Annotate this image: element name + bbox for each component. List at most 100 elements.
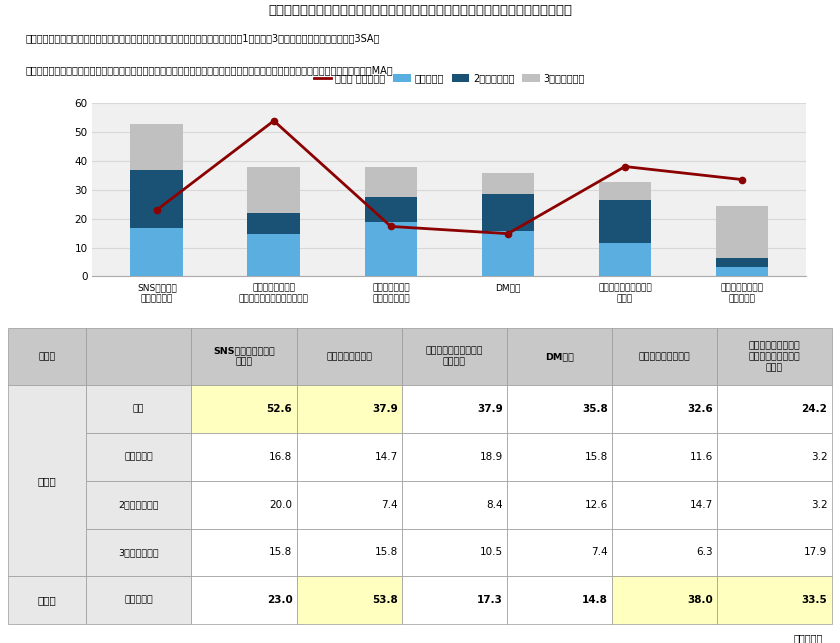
Bar (248, 167, 300, 213)
Text: 6.3: 6.3 (696, 547, 713, 557)
Text: ファッション情報サ
イトへの露出（広告
含む）: ファッション情報サ イトへの露出（広告 含む） (748, 341, 801, 372)
Bar (481, 173, 534, 194)
Text: 全体スコア: 全体スコア (124, 596, 153, 605)
Text: 合計: 合計 (133, 404, 144, 413)
Text: 18.9: 18.9 (480, 452, 503, 462)
Bar (507, 529, 612, 576)
Text: 24.2: 24.2 (801, 404, 827, 414)
Bar (297, 481, 402, 529)
Bar (8, 576, 87, 624)
Bar (297, 529, 402, 576)
Bar (716, 258, 769, 267)
Bar (297, 576, 402, 624)
Bar (612, 529, 717, 576)
Bar (192, 433, 297, 481)
Legend: 消費者 全体スコア, 最も効果的, 2番目に効果的, 3番目に効果的: 消費者 全体スコア, 最も効果的, 2番目に効果的, 3番目に効果的 (310, 69, 589, 87)
Text: 7.4: 7.4 (591, 547, 608, 557)
Bar (8, 385, 87, 576)
Bar (507, 433, 612, 481)
Text: 8.4: 8.4 (486, 500, 503, 510)
Bar (192, 576, 297, 624)
Bar (612, 481, 717, 529)
Text: DM送付: DM送付 (545, 352, 574, 361)
Text: 12.6: 12.6 (585, 500, 608, 510)
Text: 14.7: 14.7 (375, 452, 397, 462)
Bar (402, 481, 507, 529)
Text: SNSへの露出（広告
含む）: SNSへの露出（広告 含む） (213, 347, 275, 367)
Bar (507, 576, 612, 624)
Bar (481, 194, 534, 231)
Text: 53.8: 53.8 (372, 595, 397, 605)
Bar (248, 234, 300, 276)
Text: 7.4: 7.4 (381, 500, 397, 510)
Text: 14.8: 14.8 (582, 595, 608, 605)
Bar (507, 385, 612, 433)
Bar (599, 201, 651, 243)
Bar (612, 433, 717, 481)
Bar (130, 124, 183, 170)
Bar (481, 231, 534, 276)
Text: 3.2: 3.2 (811, 500, 827, 510)
Bar (297, 433, 402, 481)
Bar (297, 328, 402, 385)
Text: 15.8: 15.8 (585, 452, 608, 462)
Bar (717, 385, 832, 433)
Bar (402, 385, 507, 433)
Bar (192, 481, 297, 529)
Bar (612, 328, 717, 385)
Text: 3番目に効果的: 3番目に効果的 (118, 548, 159, 557)
Bar (402, 433, 507, 481)
Bar (192, 385, 297, 433)
Text: 店頭・店内の展示: 店頭・店内の展示 (326, 352, 372, 361)
Bar (612, 576, 717, 624)
Bar (507, 328, 612, 385)
Bar (192, 529, 297, 576)
Text: 最も効果的: 最も効果的 (124, 452, 153, 461)
Text: 32.6: 32.6 (687, 404, 713, 414)
Text: 23.0: 23.0 (266, 595, 292, 605)
Text: 「マーケティング担当者の商品認知施策」と「消費者の商品認知経路」（上位抜粋）: 「マーケティング担当者の商品認知施策」と「消費者の商品認知経路」（上位抜粋） (268, 4, 572, 17)
Text: 担当者: 担当者 (38, 476, 56, 485)
Bar (8, 328, 87, 385)
Text: オフィシャルサイト: オフィシャルサイト (638, 352, 690, 361)
Text: 17.9: 17.9 (804, 547, 827, 557)
Bar (716, 206, 769, 258)
Text: 16.8: 16.8 (269, 452, 292, 462)
Bar (87, 385, 192, 433)
Text: 対象者: 対象者 (39, 352, 56, 361)
Text: 単位（％）: 単位（％） (794, 633, 823, 643)
Bar (717, 576, 832, 624)
Text: 33.5: 33.5 (801, 595, 827, 605)
Bar (87, 433, 192, 481)
Bar (402, 576, 507, 624)
Bar (716, 267, 769, 276)
Bar (297, 385, 402, 433)
Text: 担当者設問：既存客（リピーター）の商品認知に効果的だと思う施策は何ですか？1番目から3番目までお選びください。（3SA）: 担当者設問：既存客（リピーター）の商品認知に効果的だと思う施策は何ですか？1番目… (25, 33, 380, 44)
Bar (87, 481, 192, 529)
Bar (717, 481, 832, 529)
Text: 10.5: 10.5 (480, 547, 503, 557)
Bar (612, 385, 717, 433)
Bar (365, 222, 417, 276)
Text: 14.7: 14.7 (690, 500, 713, 510)
Text: 52.6: 52.6 (266, 404, 292, 414)
Text: 37.9: 37.9 (477, 404, 503, 414)
Bar (365, 197, 417, 222)
Text: 店舗スタッフのセール
ストーク: 店舗スタッフのセール ストーク (426, 347, 483, 367)
Bar (248, 213, 300, 234)
Bar (87, 529, 192, 576)
Bar (717, 433, 832, 481)
Text: 消費者: 消費者 (38, 595, 56, 605)
Text: 2番目に効果的: 2番目に効果的 (118, 500, 159, 509)
Bar (402, 328, 507, 385)
Text: 17.3: 17.3 (477, 595, 503, 605)
Text: 消費者設問：何度か買ったことがあるブランドの商品を知るきっかけはどんな時ですか？あてはまるものすべてお答えください。（MA）: 消費者設問：何度か買ったことがあるブランドの商品を知るきっかけはどんな時ですか？… (25, 65, 393, 75)
Bar (87, 328, 192, 385)
Text: 38.0: 38.0 (687, 595, 713, 605)
Bar (130, 170, 183, 228)
Bar (717, 529, 832, 576)
Bar (507, 481, 612, 529)
Bar (192, 328, 297, 385)
Text: 15.8: 15.8 (375, 547, 397, 557)
Bar (402, 529, 507, 576)
